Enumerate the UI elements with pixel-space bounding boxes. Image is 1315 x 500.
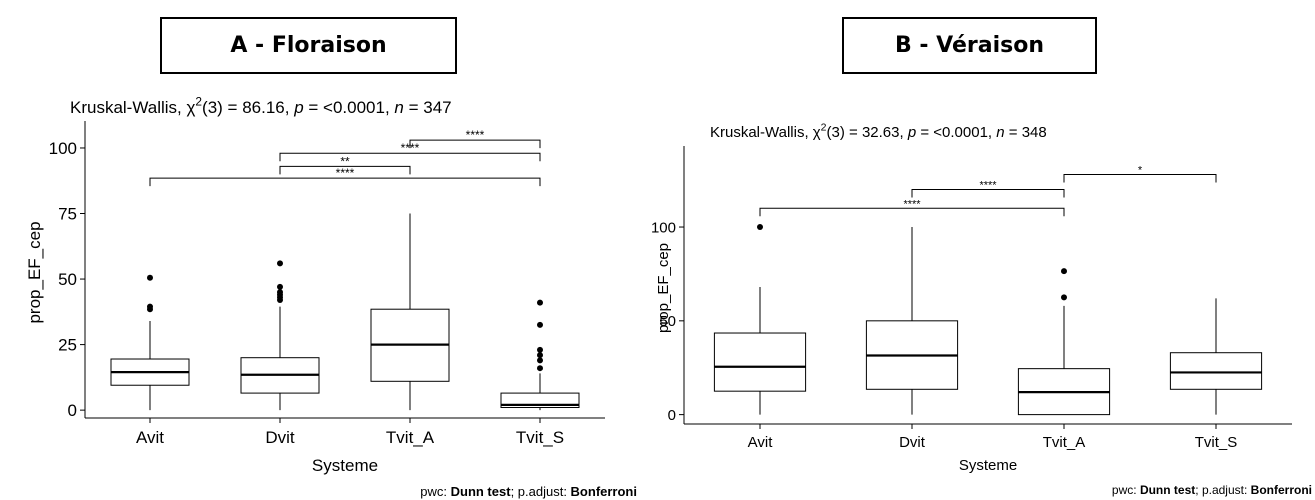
- p-value: = <0.0001,: [304, 98, 395, 117]
- significance-bracket: [279, 152, 541, 162]
- x-tick-label: Tvit_S: [516, 428, 564, 447]
- significance-bracket: [1063, 174, 1217, 183]
- footnote: pwc: Dunn test; p.adjust: Bonferroni: [1112, 483, 1312, 497]
- y-tick-label: 25: [58, 336, 77, 355]
- y-tick-label: 100: [49, 139, 77, 158]
- p-label: p: [293, 98, 303, 117]
- test-subtitle: Kruskal-Wallis, χ2(3) = 32.63, p = <0.00…: [710, 121, 1047, 141]
- panel-title: B - Véraison: [894, 33, 1045, 58]
- outlier-point: [147, 274, 153, 281]
- outlier-point: [537, 357, 543, 364]
- x-tick-label: Avit: [136, 428, 164, 447]
- y-tick-label: 100: [652, 219, 676, 236]
- significance-bracket: [279, 165, 411, 175]
- footnote-adjust: ; p.adjust:: [511, 484, 571, 499]
- footnote: pwc: Dunn test; p.adjust: Bonferroni: [420, 484, 637, 499]
- outlier-point: [277, 283, 283, 290]
- significance-bracket: [149, 177, 541, 187]
- significance-bracket: [911, 189, 1065, 198]
- y-tick-label: 50: [659, 313, 676, 330]
- y-axis-label: prop_EF_cep: [25, 221, 44, 323]
- outlier-point: [757, 224, 763, 231]
- outlier-point: [147, 303, 153, 310]
- test-subtitle: Kruskal-Wallis, χ2(3) = 86.16, p = <0.00…: [70, 94, 452, 117]
- footnote-pwc: pwc:: [1112, 483, 1140, 497]
- outlier-point: [537, 352, 543, 359]
- outlier-point: [537, 321, 543, 328]
- chi-superscript: 2: [195, 94, 202, 108]
- x-axis-label: Systeme: [959, 457, 1017, 474]
- panel-title-box: B - Véraison: [842, 17, 1097, 74]
- y-tick-label: 75: [58, 204, 77, 223]
- significance-label: ****: [401, 141, 420, 155]
- box-Tvit_S: [1169, 352, 1263, 390]
- footnote-pwc: pwc:: [420, 484, 450, 499]
- x-tick-label: Tvit_S: [1195, 434, 1238, 451]
- panel-title: A - Floraison: [230, 33, 387, 58]
- panel-floraison: A - Floraison Kruskal-Wallis, χ2(3) = 86…: [0, 0, 640, 500]
- outlier-point: [537, 365, 543, 372]
- significance-label: ****: [466, 128, 485, 142]
- box-Avit: [713, 332, 807, 392]
- significance-label: *: [1138, 165, 1143, 177]
- x-axis-label: Systeme: [312, 456, 378, 475]
- footnote-test: Dunn test: [1140, 483, 1195, 497]
- p-value: = <0.0001,: [916, 124, 996, 141]
- chi-superscript: 2: [821, 121, 827, 133]
- footnote-method: Bonferroni: [571, 484, 637, 499]
- x-tick-label: Dvit: [899, 434, 926, 451]
- footnote-test: Dunn test: [451, 484, 512, 499]
- x-tick-label: Avit: [748, 434, 774, 451]
- footnote-method: Bonferroni: [1251, 483, 1312, 497]
- y-axis-label: prop_EF_cep: [655, 243, 672, 333]
- y-tick-label: 0: [68, 401, 77, 420]
- boxplot-veraison: Kruskal-Wallis, χ2(3) = 32.63, p = <0.00…: [652, 121, 1312, 497]
- outlier-point: [1061, 268, 1067, 275]
- significance-bracket: [409, 139, 541, 149]
- significance-label: ****: [336, 166, 355, 180]
- outlier-point: [277, 260, 283, 267]
- test-name: Kruskal-Wallis, χ: [710, 124, 821, 141]
- footnote-adjust: ; p.adjust:: [1195, 483, 1250, 497]
- chi-statistic: (3) = 86.16,: [202, 98, 294, 117]
- significance-label: **: [340, 154, 350, 168]
- x-tick-label: Dvit: [265, 428, 295, 447]
- n-label: n: [996, 124, 1004, 141]
- significance-bracket: [759, 207, 1065, 217]
- y-tick-label: 50: [58, 270, 77, 289]
- test-name: Kruskal-Wallis, χ: [70, 98, 195, 117]
- p-label: p: [907, 124, 916, 141]
- y-tick-label: 0: [668, 407, 676, 424]
- panel-veraison: B - Véraison Kruskal-Wallis, χ2(3) = 32.…: [652, 0, 1315, 500]
- significance-label: ****: [903, 198, 921, 210]
- n-label: n: [394, 98, 403, 117]
- boxplot-floraison: Kruskal-Wallis, χ2(3) = 86.16, p = <0.00…: [25, 94, 637, 499]
- outlier-point: [1061, 294, 1067, 301]
- panel-title-box: A - Floraison: [160, 17, 457, 74]
- x-tick-label: Tvit_A: [1043, 434, 1086, 451]
- n-value: = 347: [404, 98, 452, 117]
- outlier-point: [537, 346, 543, 353]
- x-tick-label: Tvit_A: [386, 428, 435, 447]
- significance-label: ****: [979, 180, 997, 192]
- chi-statistic: (3) = 32.63,: [827, 124, 908, 141]
- outlier-point: [537, 299, 543, 306]
- outlier-point: [277, 289, 283, 296]
- n-value: = 348: [1005, 124, 1047, 141]
